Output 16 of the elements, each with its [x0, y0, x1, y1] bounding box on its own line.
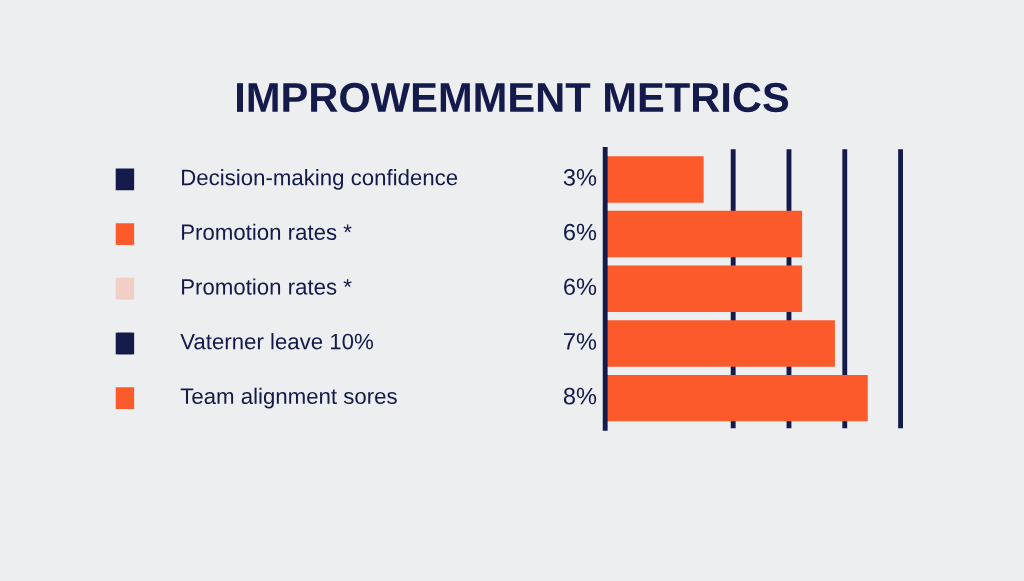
bar [605, 320, 835, 367]
data-label: 6% [564, 223, 597, 241]
data-label: 8% [563, 387, 597, 405]
bar [605, 156, 704, 203]
bar [605, 374, 868, 422]
y-tick-label: Promotion rates * [182, 278, 352, 295]
data-label: 7% [564, 333, 597, 350]
y-tick-label: Team alignment sores [180, 387, 397, 409]
y-tick-label: Decision-making confidence [182, 169, 458, 190]
bar [605, 210, 803, 258]
chart-title: IMPROWEMMENT METRICS [237, 82, 789, 113]
data-label: 6% [564, 278, 597, 296]
y-tick-label: Promotion rates * [182, 223, 352, 241]
bar [605, 265, 803, 312]
y-tick-label: Vaterner leave 10% [180, 333, 373, 350]
data-label: 3% [563, 169, 597, 186]
